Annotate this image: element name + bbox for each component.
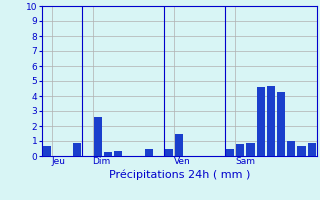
Bar bbox=[246, 142, 255, 156]
Bar bbox=[257, 87, 265, 156]
X-axis label: Précipitations 24h ( mm ): Précipitations 24h ( mm ) bbox=[108, 169, 250, 180]
Bar bbox=[73, 142, 81, 156]
Bar bbox=[297, 146, 306, 156]
Bar bbox=[93, 117, 102, 156]
Bar bbox=[287, 141, 295, 156]
Bar bbox=[226, 148, 234, 156]
Bar bbox=[277, 92, 285, 156]
Bar bbox=[104, 152, 112, 156]
Bar bbox=[165, 148, 173, 156]
Bar bbox=[236, 144, 244, 156]
Bar bbox=[145, 148, 153, 156]
Bar bbox=[308, 142, 316, 156]
Bar bbox=[114, 151, 122, 156]
Bar bbox=[43, 146, 51, 156]
Bar bbox=[267, 86, 275, 156]
Bar bbox=[175, 134, 183, 156]
